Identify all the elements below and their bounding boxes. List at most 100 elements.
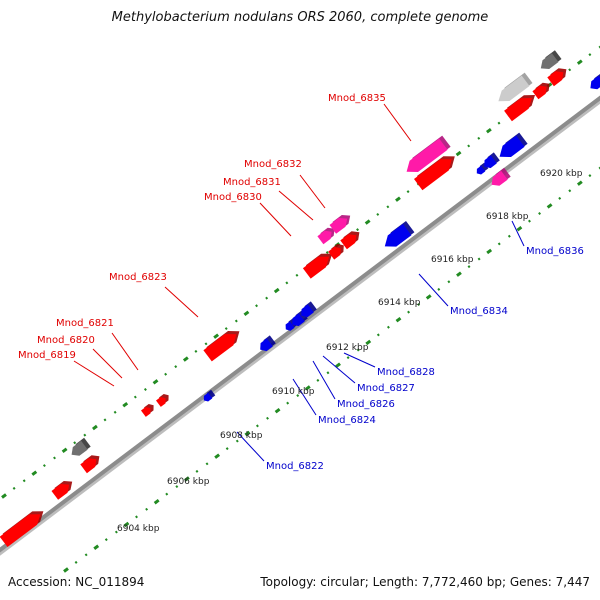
gene-reverse[interactable] xyxy=(292,310,308,327)
gene-forward[interactable] xyxy=(156,394,169,407)
gene-face xyxy=(590,75,600,90)
gene-unknown[interactable] xyxy=(71,437,91,456)
upper-dot-track xyxy=(1,45,600,499)
gene-face xyxy=(414,159,452,191)
leader-line xyxy=(73,360,115,387)
gene-face xyxy=(340,234,357,250)
gene-pink[interactable] xyxy=(491,167,511,186)
track-dot xyxy=(12,486,16,490)
track-dot xyxy=(588,53,592,57)
gene-unknown[interactable] xyxy=(498,72,533,102)
track-dash xyxy=(182,356,189,362)
gene-label-reverse: Mnod_6827 xyxy=(357,383,415,394)
gene-face xyxy=(540,53,559,69)
gene-forward[interactable] xyxy=(80,455,100,474)
gene-forward[interactable] xyxy=(504,95,535,122)
gene-face xyxy=(156,397,166,407)
gene-forward[interactable] xyxy=(340,231,360,250)
track-dot xyxy=(386,325,390,329)
track-dash xyxy=(364,219,371,225)
track-dot xyxy=(558,196,562,200)
track-dot xyxy=(165,492,169,496)
leader-line xyxy=(236,431,265,462)
gene-features[interactable] xyxy=(0,50,600,547)
track-dot xyxy=(477,257,481,261)
gene-label-forward: Mnod_6823 xyxy=(109,272,167,283)
track-dash xyxy=(122,401,129,408)
gene-face xyxy=(51,484,70,500)
track-dash xyxy=(485,128,492,134)
track-dot xyxy=(598,45,600,49)
gene-label-reverse: Mnod_6824 xyxy=(318,415,376,426)
leader-line xyxy=(418,273,449,307)
gene-pink[interactable] xyxy=(317,227,335,245)
track-dot xyxy=(42,464,46,468)
scale-ticks: 6904 kbp 6906 kbp 6908 kbp 6910 kbp 6912 kbp… xyxy=(117,169,583,534)
gene-label-forward: Mnod_6831 xyxy=(223,177,281,188)
gene-face xyxy=(71,440,88,456)
track-dash xyxy=(244,430,251,437)
gene-forward[interactable] xyxy=(141,404,154,417)
gene-face xyxy=(260,338,273,352)
gene-reverse[interactable] xyxy=(203,389,216,402)
gene-reverse[interactable] xyxy=(260,335,276,352)
track-dot xyxy=(285,281,289,285)
track-dot xyxy=(286,401,290,405)
track-dot xyxy=(22,479,26,483)
genome-summary: Topology: circular; Length: 7,772,460 bp… xyxy=(260,575,590,589)
gene-forward[interactable] xyxy=(203,331,240,362)
track-dot xyxy=(325,250,329,254)
track-dot xyxy=(598,166,600,170)
gene-reverse[interactable] xyxy=(590,73,600,90)
leader-line xyxy=(511,220,525,247)
gene-pink[interactable] xyxy=(406,135,451,172)
gene-face xyxy=(532,85,547,100)
gene-reverse[interactable] xyxy=(384,221,415,247)
track-dot xyxy=(103,418,107,422)
track-dash xyxy=(214,453,221,459)
gene-forward[interactable] xyxy=(414,156,455,191)
gene-unknown[interactable] xyxy=(540,50,562,69)
gene-face xyxy=(203,392,213,402)
track-dot xyxy=(255,304,259,308)
gene-forward[interactable] xyxy=(328,243,344,260)
leader-line xyxy=(322,355,356,384)
gene-label-forward: Mnod_6820 xyxy=(37,335,95,346)
track-dot xyxy=(406,190,410,194)
coordinate-dot-tracks xyxy=(1,45,600,573)
track-dot xyxy=(386,205,390,209)
gene-reverse[interactable] xyxy=(301,301,317,318)
track-dot xyxy=(234,319,238,323)
gene-reverse[interactable] xyxy=(484,152,500,169)
track-dot xyxy=(295,273,299,277)
gene-face xyxy=(476,165,486,175)
gene-forward[interactable] xyxy=(0,511,44,547)
tick-label: 6918 kbp xyxy=(486,212,529,222)
gene-face xyxy=(302,256,330,279)
gene-reverse[interactable] xyxy=(476,162,489,175)
track-dash xyxy=(425,294,432,300)
tick-label: 6904 kbp xyxy=(117,524,160,534)
gene-forward[interactable] xyxy=(532,82,550,100)
track-dash xyxy=(516,225,523,232)
track-dot xyxy=(447,280,451,284)
gene-pink[interactable] xyxy=(329,215,351,234)
track-dot xyxy=(477,136,481,140)
genes-label: Genes: xyxy=(509,575,552,589)
tick-label: 6914 kbp xyxy=(378,298,421,308)
gene-face xyxy=(203,334,237,362)
gene-forward[interactable] xyxy=(51,481,73,500)
track-dot xyxy=(133,395,137,399)
accession-info: Accession: NC_011894 xyxy=(8,575,144,589)
tick-label: 6910 kbp xyxy=(272,387,315,397)
tick-label: 6912 kbp xyxy=(326,343,369,353)
map-title: Methylobacterium nodulans ORS 2060, comp… xyxy=(111,10,489,25)
track-dash xyxy=(395,196,401,202)
gene-forward[interactable] xyxy=(302,253,333,279)
gene-forward[interactable] xyxy=(547,68,567,87)
track-dot xyxy=(104,538,108,542)
gene-reverse[interactable] xyxy=(499,132,528,157)
track-dot xyxy=(84,553,88,557)
